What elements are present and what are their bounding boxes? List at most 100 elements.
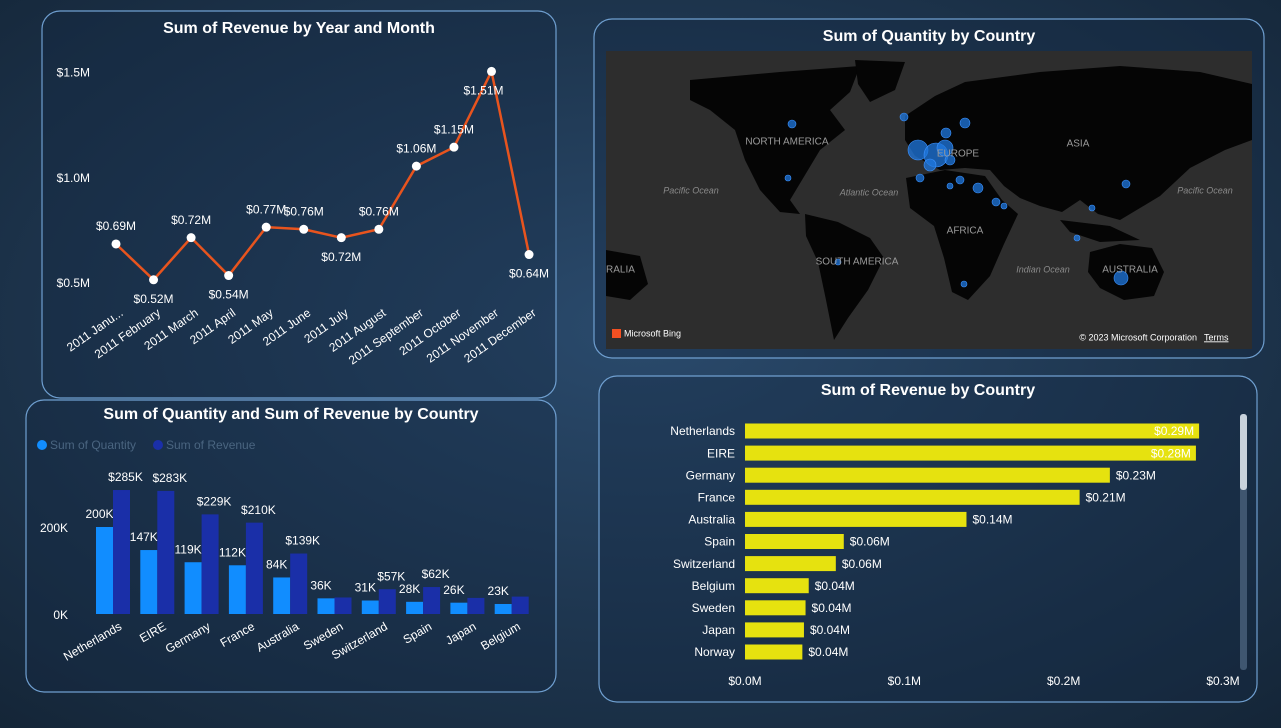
point [487,66,496,76]
bar [140,550,158,614]
data-label: $0.04M [815,579,855,593]
bubble [787,119,797,129]
line [115,67,531,282]
bubble [960,280,968,288]
data-label: 112K [219,545,246,559]
data-label: $0.23M [1116,468,1156,482]
bar [228,565,246,614]
bubble [899,112,909,122]
y-tick-label: 200K [40,521,68,535]
bar [96,527,113,614]
map-terms[interactable]: Terms [1204,332,1229,342]
y-tick-label: Netherlands [670,424,735,438]
bar [113,490,130,614]
point [411,161,421,171]
map-label: NORTH AMERICA [745,137,828,148]
map: NORTH AMERICA EUROPE ASIA AFRICA SOUTH A… [606,51,1252,349]
bar [406,601,424,614]
data-label: $0.77M [246,202,286,216]
land [606,250,648,300]
bubble [915,173,925,183]
bar [745,600,806,616]
point [449,142,459,152]
data-label: 119K [175,542,202,556]
x-tick-label: $0.3M [1206,674,1239,688]
map-label: AUSTRALIA [1102,265,1158,276]
data-label: $0.14M [972,513,1012,527]
logo [612,329,621,338]
data-label: $0.76M [284,204,324,218]
data-label: $283K [152,471,187,485]
bubble [1088,204,1096,212]
point [336,233,346,243]
data-label: $0.54M [209,288,249,302]
bubble [923,158,937,172]
chart-title: Sum of Revenue by Year and Month [163,20,435,37]
data-label: $0.06M [850,535,890,549]
y-tick-label: EIRE [707,446,735,460]
panel [41,10,557,399]
bar [467,597,485,614]
y-tick-label: Norway [694,645,735,659]
bar [184,562,202,614]
data-label: 23K [488,584,509,598]
bubble [1113,270,1129,286]
bar [361,600,379,614]
bar [745,489,1080,505]
map-label: SOUTH AMERICA [816,257,899,268]
bubble [940,127,952,139]
x-tick-label: $0.0M [728,674,761,688]
data-label: 26K [443,583,464,597]
map-label: Atlantic Ocean [839,187,899,197]
x-tick-label: $0.1M [888,674,921,688]
land [805,214,884,340]
data-label: 36K [310,579,331,593]
y-tick-label: Australia [688,513,735,527]
y-tick-label: Germany [686,468,735,482]
land [1060,220,1140,242]
bar [745,622,804,638]
y-tick-label: $0.5M [57,276,90,290]
chart-title: Sum of Revenue by Country [821,382,1035,399]
map-label: ASIA [1067,139,1090,150]
bar [745,534,844,549]
data-label: $0.69M [96,219,136,233]
bubble [944,154,956,166]
bar [450,602,468,614]
point [299,224,309,234]
point [524,250,534,260]
bubble [972,182,984,194]
bubble [1121,179,1131,189]
scrollbar-thumb[interactable] [1240,414,1247,490]
y-tick-label: Switzerland [673,557,735,571]
land [690,66,860,214]
bar [157,490,175,614]
bubble [1000,202,1008,210]
data-label: $0.21M [1086,490,1126,504]
bar [201,514,219,614]
bar [511,596,529,614]
bubble [955,175,965,185]
x-tick-label: $0.2M [1047,674,1080,688]
y-tick-label: Sweden [692,601,735,615]
bar [745,445,1196,461]
data-label: $0.76M [359,204,399,218]
bubble [834,258,842,266]
bubble [1073,234,1081,242]
data-label: $0.72M [171,213,211,227]
legend-marker [153,440,163,450]
data-label: $0.72M [321,250,361,264]
legend-label: Sum of Revenue [166,438,256,452]
point [111,239,121,249]
data-label: $1.51M [463,84,503,98]
data-label: $0.04M [810,623,850,637]
bar [745,644,803,660]
y-tick-label: $1.0M [57,171,90,185]
y-tick-label: Spain [704,535,735,549]
bar [290,553,308,614]
map-label: Pacific Ocean [663,185,719,195]
land [906,170,1018,300]
point [374,224,384,234]
data-label: $0.64M [509,267,549,281]
